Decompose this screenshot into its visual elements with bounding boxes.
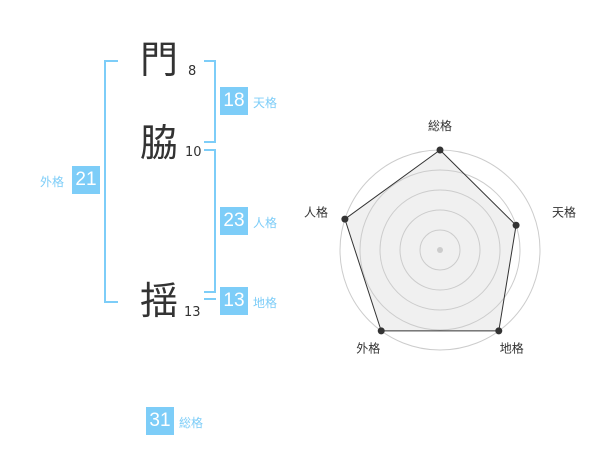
- stroke-count-1: 8: [188, 64, 197, 79]
- tenkaku-bracket: [204, 60, 216, 143]
- radar-point-0: [436, 146, 444, 154]
- name-char-1: 門: [139, 38, 178, 82]
- chikaku-value: 13: [220, 287, 248, 315]
- radar-axis-label: 外格: [356, 341, 380, 356]
- radar-axis-label: 天格: [552, 204, 576, 219]
- gaikaku-bracket: [104, 60, 118, 303]
- jinkaku-value: 23: [220, 207, 248, 235]
- radar-axis-label: 総格: [428, 118, 452, 133]
- tenkaku-label: 天格: [253, 96, 278, 110]
- radar-point-4: [341, 215, 349, 223]
- radar-ring: [399, 209, 481, 291]
- radar-outline: [344, 149, 517, 332]
- radar-ring: [359, 169, 521, 331]
- radar-area: [344, 150, 517, 331]
- gaikaku-label: 外格: [40, 175, 65, 189]
- chikaku-label: 地格: [253, 296, 278, 310]
- name-char-2: 脇: [139, 121, 178, 165]
- jinkaku-bracket: [204, 149, 216, 293]
- stroke-count-2: 10: [185, 145, 202, 160]
- radar-ring: [379, 189, 501, 311]
- chikaku-connector: [204, 298, 216, 300]
- radar-point-2: [495, 327, 503, 335]
- soukaku-value: 31: [146, 407, 174, 435]
- name-char-3: 揺: [139, 279, 178, 323]
- radar-center: [437, 247, 443, 253]
- gaikaku-value: 21: [72, 166, 100, 194]
- soukaku-label: 総格: [179, 416, 204, 430]
- radar-point-3: [377, 327, 385, 335]
- radar-axis-label: 人格: [304, 204, 328, 219]
- tenkaku-value: 18: [220, 87, 248, 115]
- stroke-count-3: 13: [184, 305, 201, 320]
- radar-axis-label: 地格: [500, 341, 524, 356]
- jinkaku-label: 人格: [253, 216, 278, 230]
- radar-ring: [419, 229, 461, 271]
- radar-point-1: [512, 221, 520, 229]
